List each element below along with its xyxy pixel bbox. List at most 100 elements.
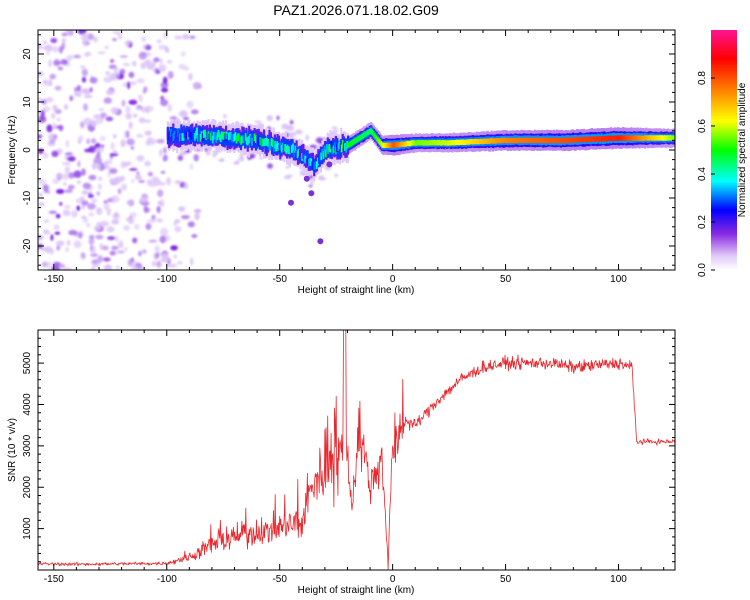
spectrogram-noise-blob (308, 184, 313, 188)
spectrogram-noise-blob (132, 237, 138, 244)
spectrogram-noise-blob (148, 239, 158, 243)
spectrogram-ridge-core (307, 158, 310, 167)
spectrogram-ridge-core (368, 129, 371, 135)
spectrogram-noise-blob (90, 138, 97, 144)
spectrogram-noise-blob (151, 214, 156, 221)
spectrogram-ridge-core (437, 140, 440, 146)
spectrogram-ridge-blob (287, 199, 294, 206)
spectrogram-ridge-core (240, 137, 242, 145)
spectrogram-ridge-core (644, 135, 647, 141)
spectrogram-noise-blob (110, 142, 115, 150)
spectrogram-noise-blob (131, 60, 137, 67)
spectrogram-ridge-core (206, 131, 209, 139)
spectrogram-noise-blob (59, 202, 63, 206)
spectrogram-noise-blob (96, 207, 103, 216)
spectrogram-noise-blob (114, 176, 122, 184)
spectrogram-ridge-core (462, 139, 465, 145)
spectrogram-noise-blob (96, 191, 101, 196)
spectrogram-noise-blob (105, 70, 111, 76)
spectrogram-ridge-core (588, 136, 590, 143)
spectrogram-noise-blob (115, 235, 119, 243)
spectrogram-ridge-core (443, 140, 446, 146)
spectrogram-ridge-core (467, 139, 469, 145)
spectrogram-noise-blob (145, 223, 152, 231)
spectrogram-noise-blob (83, 103, 88, 111)
spectrogram-noise-blob (64, 189, 73, 193)
spectrogram-ridge-core (179, 133, 181, 142)
spectrogram-ridge-core (207, 131, 210, 139)
spectrogram-ridge-core (219, 134, 222, 143)
spectrogram-noise-blob (144, 161, 152, 167)
spectrogram-ridge-core (530, 137, 533, 143)
spectrogram-noise-blob (110, 195, 120, 204)
spectrogram-noise-blob (91, 162, 97, 170)
spectrogram-ridge-core (548, 137, 551, 144)
spectrogram-ridge-core (621, 135, 624, 141)
spectrogram-ridge-core (394, 142, 397, 148)
spectrogram-noise-blob (331, 126, 338, 130)
spectrogram-noise-blob (108, 168, 118, 174)
spectrogram-ridge-core (309, 157, 311, 166)
spectrogram-ytick-label: -20 (22, 238, 33, 253)
spectrogram-ridge-core (654, 135, 657, 141)
spectrogram-ridge-core (348, 141, 351, 147)
spectrogram-noise-blob (58, 124, 64, 132)
spectrogram-ridge-core (250, 135, 253, 144)
spectrogram-ridge-core (531, 137, 534, 144)
spectrogram-ridge-core (301, 153, 303, 161)
spectrogram-ridge-core (195, 130, 197, 139)
spectrogram-ridge-core (287, 146, 290, 154)
spectrogram-ridge-core (193, 133, 196, 141)
spectrogram-noise-blob (301, 171, 310, 177)
spectrogram-noise-blob (59, 46, 63, 54)
spectrogram-noise-blob (106, 159, 113, 165)
spectrogram-ridge-core (595, 136, 598, 142)
spectrogram-ridge-core (497, 138, 500, 144)
spectrogram-ridge-core (233, 133, 236, 142)
spectrogram-ridge-core (563, 137, 565, 144)
spectrogram-noise-blob (192, 82, 202, 90)
spectrogram-ridge-core (216, 132, 219, 140)
spectrogram-ridge-core (580, 136, 582, 143)
spectrogram-ridge-core (173, 131, 176, 139)
spectrogram-noise-blob (166, 264, 175, 268)
spectrogram-xtick-label: 100 (610, 274, 627, 285)
spectrogram-noise-blob (178, 206, 186, 212)
spectrogram-ridge-core (367, 129, 370, 135)
spectrogram-ridge-core (263, 138, 266, 147)
spectrogram-noise-blob (99, 135, 106, 142)
spectrogram-ridge-core (209, 132, 212, 141)
spectrogram-noise-blob (107, 236, 116, 241)
spectrogram-ridge-core (188, 129, 190, 138)
spectrogram-ridge-core (607, 135, 609, 141)
spectrogram-ridge-core (598, 136, 600, 142)
spectrogram-ridge-core (649, 135, 651, 141)
spectrogram-ridge-cell (203, 132, 206, 146)
spectrogram-noise-blob (95, 234, 104, 240)
spectrogram-noise-blob (223, 114, 227, 119)
spectrogram-noise-blob (42, 46, 49, 50)
spectrogram-ridge-core (573, 137, 576, 143)
spectrogram-ridge-core (304, 155, 307, 164)
spectrogram-noise-blob (86, 138, 90, 145)
spectrogram-ridge-core (359, 134, 362, 140)
spectrogram-noise-blob (140, 196, 146, 203)
spectrogram-ridge-core (204, 129, 206, 138)
spectrogram-ridge-core (599, 136, 602, 142)
spectrogram-ridge-core (258, 138, 260, 146)
spectrogram-ridge-core (532, 137, 535, 144)
spectrogram-noise-blob (130, 146, 135, 150)
spectrogram-noise-blob (88, 174, 97, 181)
spectrogram-ridge-core (567, 137, 570, 144)
spectrogram-ridge-core (167, 132, 170, 141)
spectrogram-ridge-core (227, 132, 230, 141)
spectrogram-ridge-core (224, 133, 227, 142)
spectrogram-noise-blob (65, 30, 72, 35)
spectrogram-noise-blob (41, 247, 50, 252)
spectrogram-ridge-core (490, 138, 493, 144)
spectrogram-ridge-core (661, 135, 664, 141)
spectrogram-ridge-core (296, 150, 299, 159)
spectrogram-noise-blob (81, 205, 85, 210)
spectrogram-ridge-core (559, 138, 562, 144)
